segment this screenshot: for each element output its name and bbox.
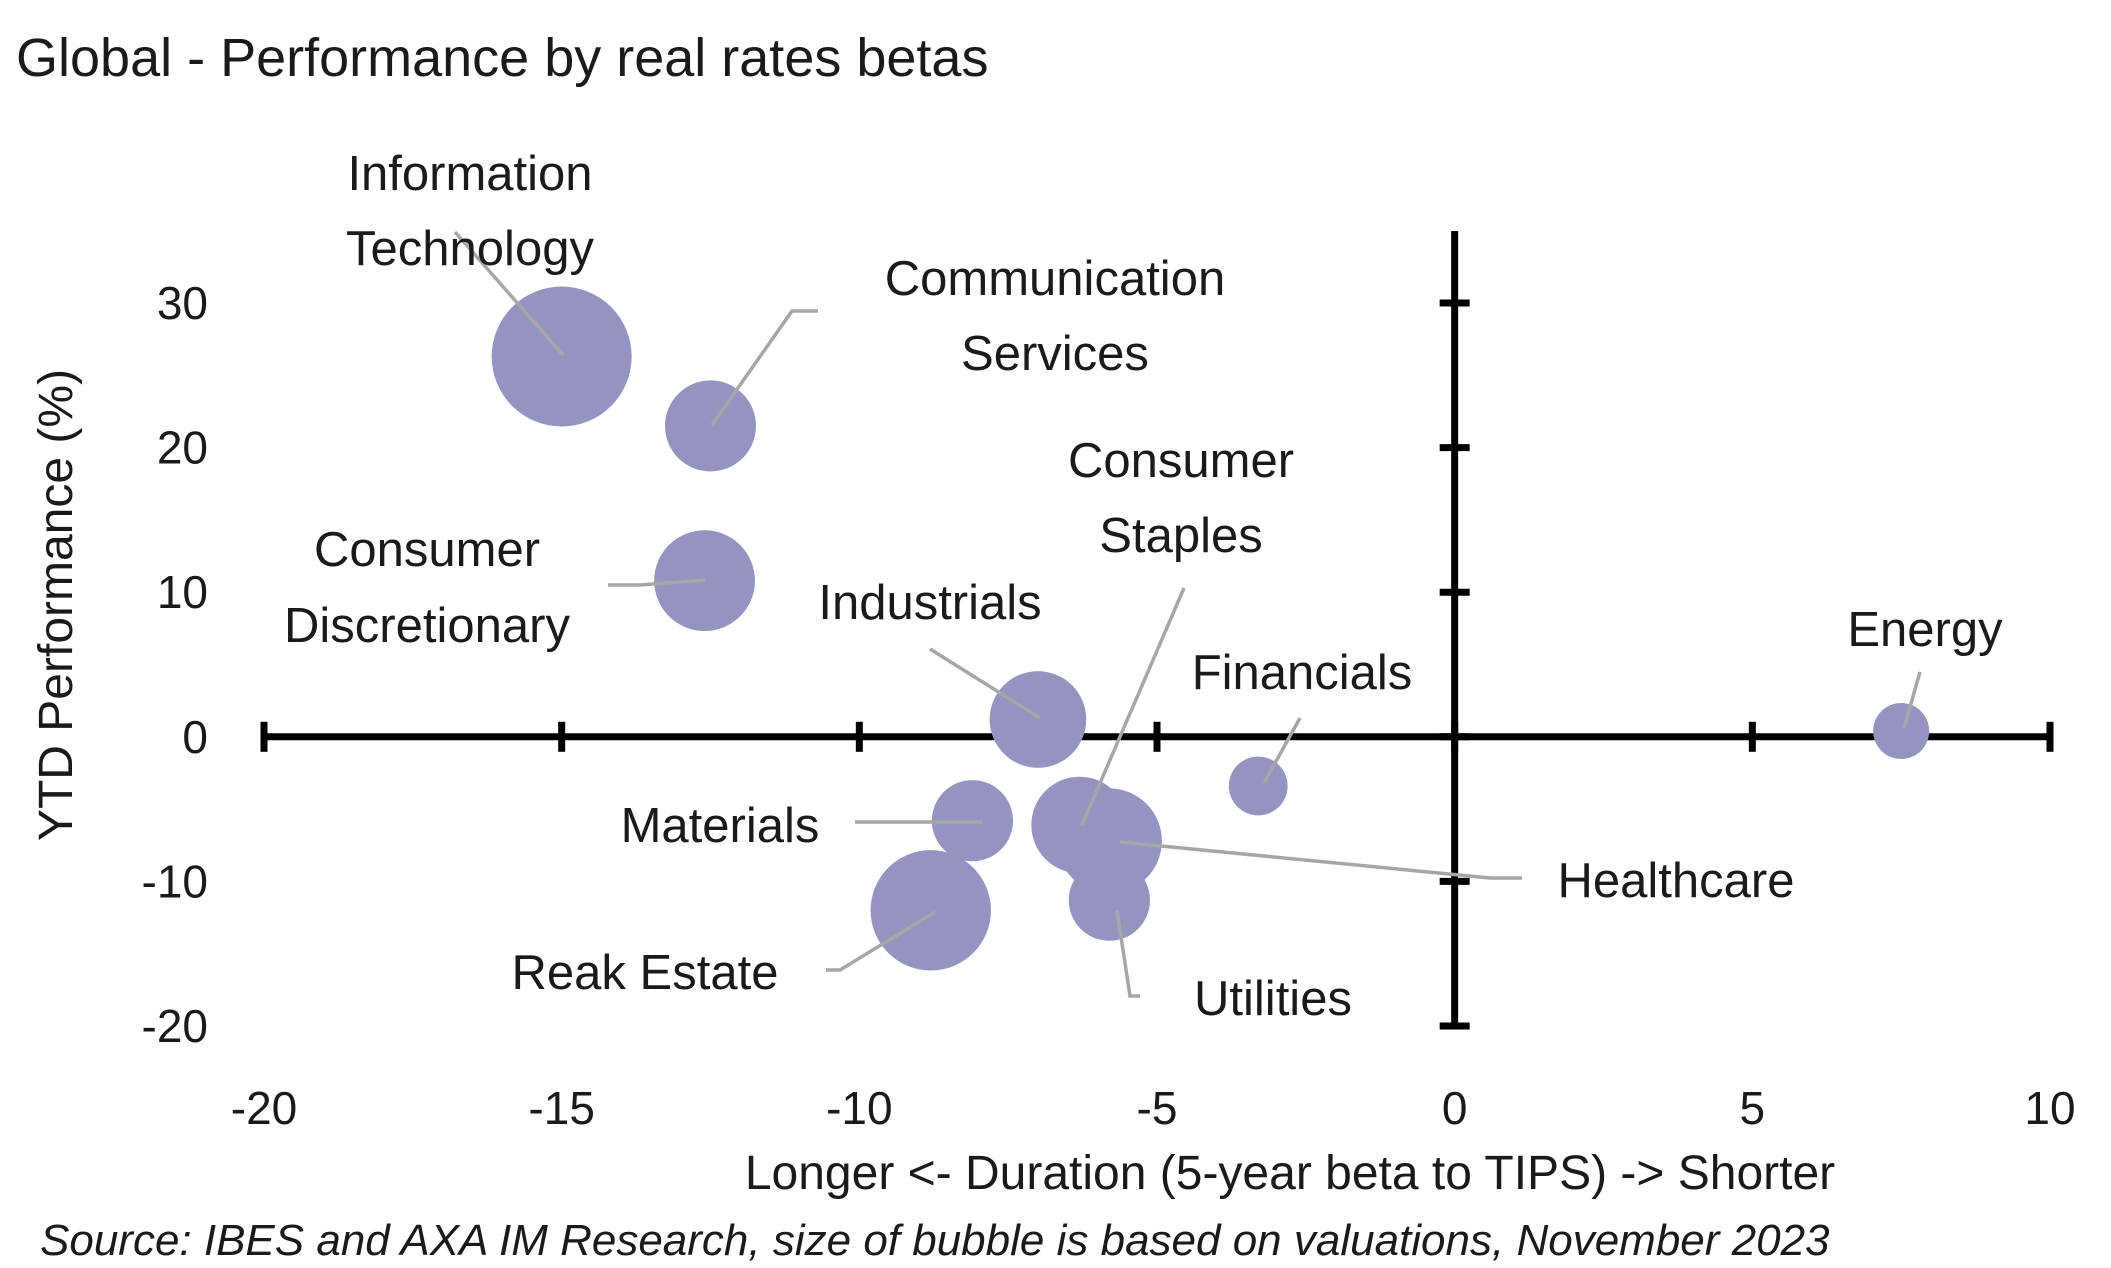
y-ticks — [1439, 299, 1470, 1030]
y-axis-title: YTD Performance (%) — [30, 369, 83, 841]
leader-consumer-discretionary — [608, 578, 706, 587]
leader-communication-services — [710, 309, 818, 427]
x-tick-label: 0 — [1442, 1082, 1468, 1134]
leader-energy — [1902, 671, 1922, 729]
bubble-healthcare — [1056, 788, 1162, 894]
y-tick-label: 0 — [182, 711, 208, 763]
x-tick-label: 10 — [2024, 1082, 2075, 1134]
label-communication-services: Communication — [885, 252, 1225, 306]
label-information-technology: Information — [347, 147, 592, 201]
label-consumer-discretionary: Discretionary — [284, 599, 570, 653]
label-utilities: Utilities — [1194, 972, 1352, 1026]
x-tick-label: -15 — [528, 1082, 594, 1134]
source-note: Source: IBES and AXA IM Research, size o… — [40, 1216, 1830, 1265]
y-tick-label: 20 — [157, 422, 208, 474]
y-tick-labels: 30 20 10 0 -10 -20 — [142, 277, 208, 1052]
label-energy: Energy — [1847, 603, 2003, 657]
label-healthcare: Healthcare — [1558, 854, 1795, 908]
label-communication-services: Services — [961, 327, 1149, 381]
label-industrials: Industrials — [818, 576, 1041, 630]
leader-consumer-staples — [1080, 587, 1186, 826]
leader-industrials — [929, 647, 1041, 720]
bubble-reak-estate — [870, 850, 991, 971]
x-tick-labels: -20 -15 -10 -5 0 5 10 — [231, 1082, 2076, 1134]
label-materials: Materials — [621, 799, 820, 853]
y-tick-label: 30 — [157, 277, 208, 329]
leader-information-technology — [453, 230, 565, 357]
bubble-energy — [1873, 703, 1930, 760]
x-tick-label: 5 — [1740, 1082, 1766, 1134]
chart-title: Global - Performance by real rates betas — [16, 28, 988, 88]
label-consumer-discretionary: Consumer — [314, 523, 540, 577]
x-tick-label: -20 — [231, 1082, 297, 1134]
bubbles — [491, 286, 1930, 971]
y-tick-label: -10 — [142, 855, 208, 907]
leader-lines — [453, 230, 1922, 998]
y-tick-label: -20 — [142, 1000, 208, 1052]
bubble-utilities — [1068, 859, 1150, 941]
x-axis-title: Longer <- Duration (5-year beta to TIPS)… — [745, 1147, 1835, 1200]
bubble-financials — [1228, 756, 1288, 816]
label-consumer-staples: Consumer — [1068, 434, 1294, 488]
label-reak-estate: Reak Estate — [512, 946, 779, 1000]
bubble-industrials — [989, 671, 1087, 768]
bubble-labels: Information Technology Communication Servic… — [284, 147, 2003, 1026]
label-financials: Financials — [1192, 646, 1413, 700]
y-tick-label: 10 — [157, 566, 208, 618]
bubble-information-technology — [491, 286, 632, 427]
leader-utilities — [1115, 909, 1140, 998]
leader-reak-estate — [826, 910, 936, 972]
bubble-communication-services — [665, 380, 756, 472]
x-tick-label: -5 — [1137, 1082, 1178, 1134]
x-tick-label: -10 — [826, 1082, 892, 1134]
x-ticks — [260, 721, 2054, 752]
leader-financials — [1262, 717, 1302, 784]
label-information-technology: Technology — [346, 222, 594, 276]
label-consumer-staples: Staples — [1099, 509, 1262, 563]
leader-healthcare — [1119, 840, 1522, 880]
